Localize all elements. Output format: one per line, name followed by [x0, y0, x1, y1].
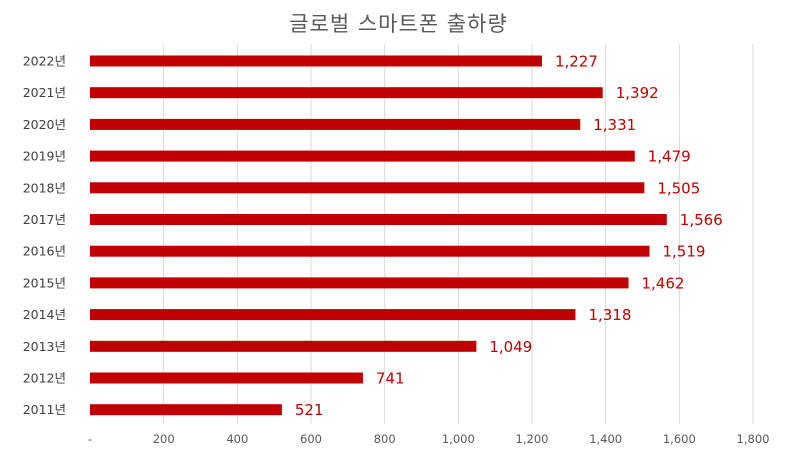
bar	[90, 372, 363, 384]
x-tick-label: 1,000	[442, 432, 475, 446]
category-label: 2021년	[23, 85, 66, 100]
bar	[90, 87, 603, 99]
x-tick-label: 1,800	[737, 432, 770, 446]
data-label: 1,318	[588, 306, 631, 324]
x-tick-label: 1,400	[589, 432, 622, 446]
bar	[90, 150, 635, 162]
data-label: 1,331	[593, 116, 636, 134]
x-tick-label: 600	[300, 432, 322, 446]
data-label: 741	[376, 370, 405, 388]
category-label: 2011년	[23, 402, 66, 417]
category-label: 2018년	[23, 180, 66, 195]
data-label: 1,519	[662, 243, 705, 261]
data-label: 1,505	[657, 179, 700, 197]
data-label: 521	[295, 401, 324, 419]
bar	[90, 277, 629, 289]
category-label: 2016년	[23, 244, 66, 259]
category-label: 2022년	[23, 54, 66, 69]
category-label: 2015년	[23, 275, 66, 290]
data-label: 1,049	[489, 338, 532, 356]
category-label: 2019년	[23, 149, 66, 164]
data-label: 1,566	[680, 211, 723, 229]
data-label: 1,392	[616, 84, 659, 102]
category-label: 2013년	[23, 339, 66, 354]
bar	[90, 118, 581, 130]
x-tick-label: 800	[374, 432, 396, 446]
x-tick-label: 200	[153, 432, 175, 446]
bar	[90, 309, 576, 321]
bar	[90, 245, 650, 257]
x-tick-label: 1,600	[663, 432, 696, 446]
bar	[90, 182, 645, 194]
data-label: 1,227	[555, 53, 598, 71]
category-label: 2020년	[23, 117, 66, 132]
bar	[90, 404, 282, 416]
category-label: 2014년	[23, 307, 66, 322]
x-tick-label: 1,200	[516, 432, 549, 446]
category-label: 2017년	[23, 212, 66, 227]
x-tick-label: 400	[226, 432, 248, 446]
data-label: 1,479	[648, 148, 691, 166]
data-label: 1,462	[642, 274, 685, 292]
category-label: 2012년	[23, 371, 66, 386]
bar	[90, 214, 667, 225]
chart-title: 글로벌 스마트폰 출하량	[289, 12, 508, 36]
x-tick-label: -	[88, 432, 92, 446]
bar	[90, 55, 542, 67]
bar	[90, 340, 477, 352]
